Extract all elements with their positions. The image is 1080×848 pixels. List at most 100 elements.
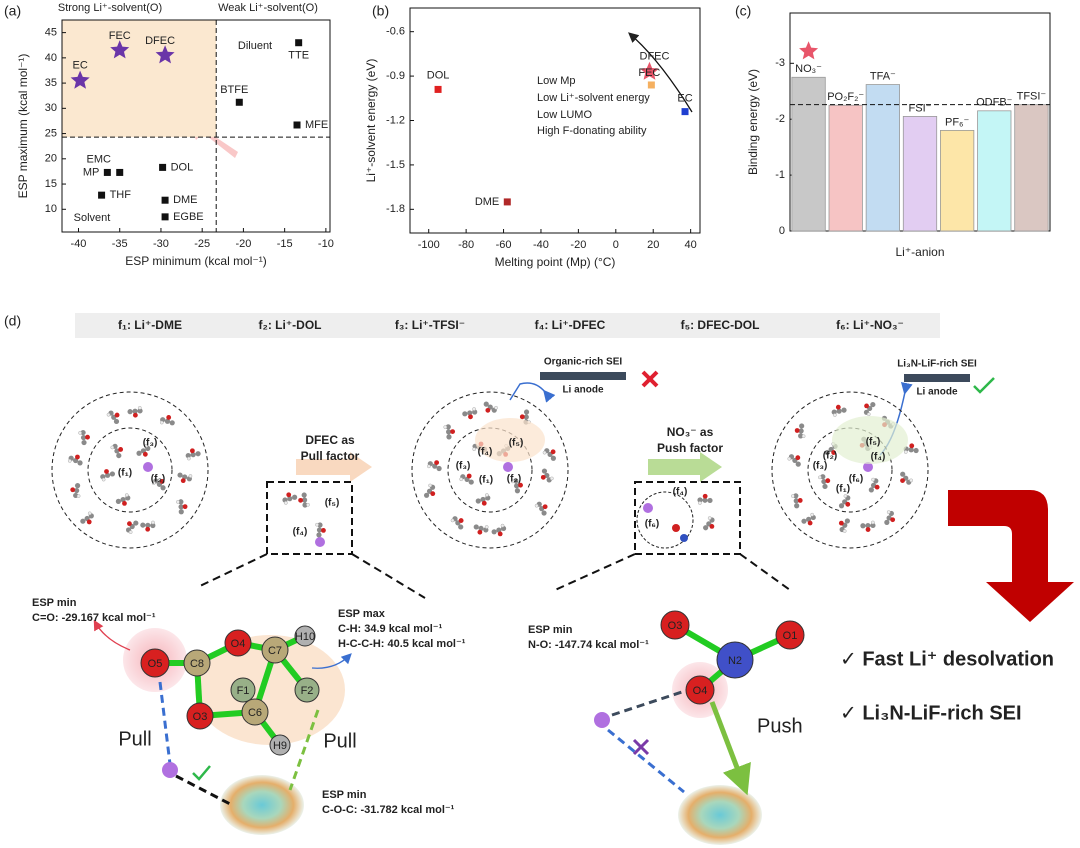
arrow: [509, 382, 556, 403]
atom: [702, 493, 708, 499]
atom: [286, 492, 292, 498]
atom: [825, 478, 831, 484]
atom: [480, 496, 486, 503]
pull-line: [158, 681, 172, 765]
atom: [903, 450, 908, 454]
solvation-shell: [51, 391, 209, 549]
solvation-shell: [87, 427, 173, 513]
atom: [188, 474, 193, 478]
atom: [485, 407, 491, 413]
li-ion: [863, 462, 873, 472]
atom: [283, 501, 288, 505]
x-tick-label: -40: [71, 238, 87, 250]
text: C=O: -29.167 kcal mol⁻¹: [32, 612, 156, 624]
annotation: High F-donating ability: [537, 125, 647, 137]
atom: [113, 418, 120, 425]
atom: [67, 459, 72, 463]
push-arrow: [648, 452, 722, 482]
text: C-H: 34.9 kcal mol⁻¹: [338, 623, 443, 635]
atom: [913, 447, 919, 454]
interaction-label: (f₄): [673, 487, 688, 498]
atom: [472, 407, 476, 411]
atom: [900, 471, 906, 477]
atom: [832, 413, 837, 417]
annotation: Low Li⁺-solvent energy: [537, 92, 650, 104]
annotation: Weak Li⁺-solvent(O): [218, 2, 318, 14]
li-ion: [503, 462, 513, 472]
dfec-region: [832, 416, 908, 464]
atom: [137, 408, 143, 414]
atom: [261, 636, 289, 664]
point-label: TTE: [288, 50, 309, 62]
text: ESP max: [338, 608, 386, 620]
annotation: Strong Li⁺-solvent(O): [58, 2, 162, 14]
atom: [793, 493, 799, 499]
point-label: FEC: [109, 30, 131, 42]
text: ✓ Li₃N-LiF-rich SEI: [840, 702, 1022, 724]
y-tick-label: -1: [775, 169, 785, 181]
atom: [868, 487, 874, 493]
atom: [478, 525, 484, 532]
atom: [132, 412, 138, 418]
plot-frame: [61, 19, 331, 233]
atom: [190, 452, 196, 458]
point-label: EC: [677, 93, 692, 105]
atom: [145, 526, 151, 532]
text: Li anode: [562, 385, 604, 396]
interaction-label: (f₆): [645, 519, 660, 530]
atom: [795, 461, 801, 467]
li-ion: [643, 503, 653, 513]
interaction-label: (f₂): [507, 474, 521, 485]
y-tick-label: -3: [775, 57, 785, 69]
atom: [294, 677, 320, 703]
atom: [870, 520, 875, 525]
bar-category-label: ODFB⁻: [976, 97, 1013, 109]
bar-category-label: PO₂F₂⁻: [827, 91, 864, 103]
legend-item: f₁: Li⁺-DME: [118, 318, 182, 332]
square-point: [293, 121, 301, 129]
atom: [822, 483, 828, 490]
square-point: [98, 191, 106, 199]
interaction-label: (f₃): [456, 461, 471, 472]
atom: [838, 503, 845, 509]
atom: [80, 434, 87, 441]
atom: [884, 519, 890, 525]
y-tick-label: 20: [45, 153, 57, 165]
atom: [519, 414, 525, 420]
atom: [540, 474, 546, 480]
atom: [120, 497, 126, 503]
text: Push factor: [657, 441, 723, 455]
text: C6: [248, 707, 262, 719]
atom: [793, 498, 799, 504]
atom: [316, 527, 323, 533]
atom: [76, 494, 81, 498]
atom: [446, 429, 452, 435]
atom: [137, 406, 142, 410]
atom: [860, 523, 866, 529]
point-label: EGBE: [173, 211, 204, 223]
cross: [632, 738, 650, 756]
atom: [550, 455, 556, 461]
x-axis-title: Melting point (Mp) (°C): [495, 255, 616, 269]
atom: [716, 641, 754, 679]
x-tick-label: 0: [613, 239, 619, 251]
atom: [821, 478, 827, 485]
atom: [145, 522, 151, 528]
interaction-label: (f₁): [836, 484, 850, 495]
y-tick-label: 45: [45, 27, 57, 39]
y-tick-label: -2: [775, 113, 785, 125]
atom: [287, 496, 293, 502]
atom: [101, 477, 106, 482]
atom: [801, 518, 807, 524]
atom: [450, 518, 455, 523]
text: C8: [190, 658, 204, 670]
atom: [127, 409, 133, 415]
y-tick-label: 35: [45, 77, 57, 89]
text: Organic-rich SEI: [544, 357, 623, 368]
atom: [798, 428, 804, 434]
square-point: [295, 39, 303, 47]
legend-item: f₆: Li⁺-NO₃⁻: [836, 318, 904, 332]
atom: [159, 479, 165, 484]
atom: [523, 409, 530, 415]
atom: [890, 517, 896, 523]
